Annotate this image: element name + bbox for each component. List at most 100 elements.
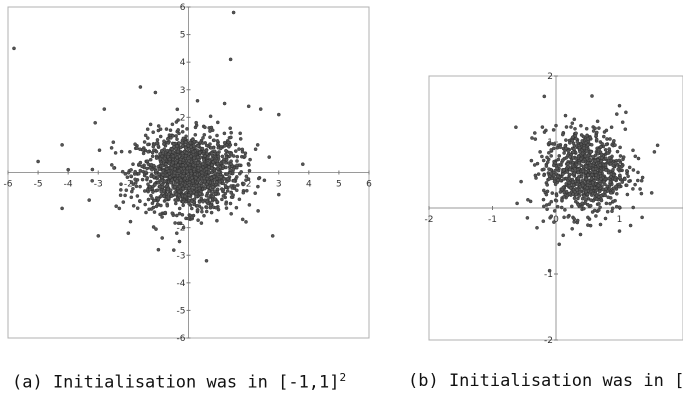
- plot-b-point: [597, 208, 601, 212]
- plot-a-point: [191, 150, 196, 154]
- plot-b-point: [542, 167, 546, 172]
- plot-a-point: [224, 148, 228, 153]
- plot-a-point: [180, 151, 185, 156]
- plot-a-point: [218, 146, 223, 151]
- plot-a-point: [229, 151, 234, 156]
- plot-a-point: [157, 167, 162, 171]
- plot-a-point: [60, 206, 64, 211]
- plot-a-point: [209, 146, 213, 150]
- plot-b-point: [575, 218, 580, 223]
- plot-a-point: [235, 183, 240, 187]
- plot-a-point: [185, 127, 189, 131]
- plot-b-point: [566, 164, 571, 169]
- plot-a-point: [166, 154, 170, 159]
- plot-a-point: [212, 138, 216, 143]
- plot-a-point: [142, 189, 147, 193]
- plot-a-point: [239, 170, 243, 174]
- plot-b-point: [580, 151, 585, 156]
- plot-b-point: [549, 199, 554, 204]
- plot-a-point: [262, 178, 267, 183]
- plot-a-point: [200, 209, 204, 214]
- plot-a-point: [244, 220, 248, 224]
- plot-b-point: [609, 190, 613, 195]
- plot-a-point: [177, 206, 182, 211]
- plot-b-point: [592, 208, 597, 213]
- plot-a-point: [151, 190, 155, 194]
- plot-b-point: [598, 163, 603, 167]
- plot-a-point: [190, 175, 194, 180]
- plot-b-point: [588, 158, 593, 162]
- scatter-plot-b: -2-101-2-112: [425, 72, 683, 346]
- plot-a-point: [145, 166, 149, 171]
- plot-b-point: [606, 170, 611, 175]
- plot-a-point: [232, 178, 236, 183]
- plot-a-point: [209, 210, 214, 215]
- plot-a-y-tick-label: -6: [177, 334, 186, 344]
- plot-b-point: [623, 127, 628, 131]
- plot-a-point: [221, 194, 226, 198]
- plot-a-point: [145, 136, 150, 140]
- plot-b-point: [526, 197, 530, 202]
- plot-b-point: [554, 198, 559, 203]
- plot-a-point: [180, 143, 185, 148]
- plot-a-y-tick-label: 3: [180, 86, 186, 96]
- plot-a-point: [166, 141, 171, 145]
- plot-a-point: [90, 178, 94, 183]
- plot-a-point: [102, 107, 107, 111]
- plot-a-point: [211, 194, 215, 199]
- plot-b-point: [585, 202, 590, 207]
- plot-b-point: [586, 153, 591, 158]
- plot-a-point: [167, 161, 171, 166]
- plot-a-point: [210, 151, 214, 156]
- plot-a-point: [154, 227, 158, 231]
- plot-a-point: [177, 168, 181, 173]
- plot-b-point: [560, 158, 565, 163]
- plot-a-point: [237, 147, 241, 151]
- plot-a-point: [176, 149, 180, 154]
- plot-a-point: [202, 132, 207, 137]
- plot-a-point: [131, 203, 136, 208]
- plot-a-point: [177, 189, 182, 194]
- plot-a-point: [193, 132, 198, 137]
- plot-a-point: [138, 168, 143, 173]
- plot-a-point: [229, 159, 233, 163]
- plot-b-point: [586, 137, 591, 141]
- plot-a-point: [173, 185, 177, 189]
- plot-a-point: [240, 217, 245, 222]
- plot-b-point: [581, 169, 586, 174]
- plot-b-point: [594, 214, 598, 218]
- plot-b-point: [568, 172, 572, 177]
- plot-b-point: [596, 195, 601, 199]
- plot-a-point: [194, 194, 198, 199]
- plot-a-point: [256, 209, 260, 213]
- plot-a-point: [148, 157, 153, 162]
- plot-a-point: [167, 192, 171, 196]
- plot-b-point: [599, 198, 604, 203]
- plot-b-point: [584, 189, 588, 194]
- plot-b-point: [549, 148, 554, 152]
- plot-b-point: [640, 215, 644, 220]
- plot-a-point: [154, 149, 159, 154]
- plot-a-point: [201, 199, 205, 204]
- plot-b-point: [578, 232, 583, 237]
- plot-b-point: [572, 117, 577, 122]
- plot-a-point: [113, 151, 118, 155]
- plot-b-point: [633, 154, 638, 159]
- plot-a-x-tick-label: 5: [336, 180, 342, 190]
- plot-b-point: [560, 187, 565, 192]
- plot-b-point: [597, 189, 602, 194]
- plot-b-point: [617, 184, 622, 189]
- plot-a-point: [191, 143, 196, 148]
- plot-b-point: [552, 179, 557, 184]
- plot-a-point: [148, 187, 152, 192]
- plot-b-point: [547, 177, 552, 181]
- plot-a-point: [163, 210, 168, 215]
- plot-b-point: [605, 137, 609, 141]
- plot-b-point: [631, 148, 635, 153]
- plot-b-point: [541, 158, 546, 163]
- plot-a-point: [228, 171, 233, 175]
- plot-b-point: [555, 166, 559, 171]
- plot-a-point: [184, 184, 189, 188]
- plot-a-point: [144, 170, 148, 174]
- plot-b-point: [585, 192, 590, 197]
